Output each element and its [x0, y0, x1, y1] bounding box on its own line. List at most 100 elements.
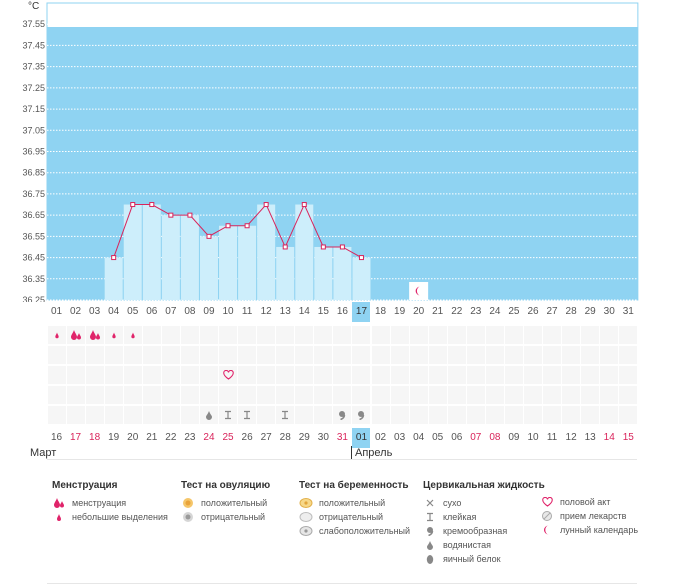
grid-cell[interactable]	[428, 406, 447, 424]
grid-cell[interactable]	[276, 326, 295, 344]
grid-cell[interactable]	[485, 386, 504, 404]
grid-cell[interactable]	[409, 366, 428, 384]
grid-cell[interactable]	[238, 386, 257, 404]
cycle-day-number[interactable]: 07	[165, 306, 177, 317]
grid-cell[interactable]	[428, 346, 447, 364]
grid-cell[interactable]	[199, 326, 218, 344]
grid-cell[interactable]	[619, 386, 638, 404]
grid-cell[interactable]	[543, 386, 562, 404]
grid-cell[interactable]	[371, 326, 390, 344]
grid-cell[interactable]	[619, 326, 638, 344]
grid-cell[interactable]	[161, 346, 180, 364]
cycle-day-number[interactable]: 12	[260, 306, 272, 317]
grid-cell[interactable]	[504, 326, 523, 344]
cycle-day-number[interactable]: 24	[489, 306, 501, 317]
grid-cell[interactable]	[180, 366, 199, 384]
grid-cell[interactable]	[238, 346, 257, 364]
grid-cell[interactable]	[485, 346, 504, 364]
grid-cell[interactable]	[352, 366, 371, 384]
grid-cell[interactable]	[104, 366, 123, 384]
grid-cell[interactable]	[562, 326, 581, 344]
grid-cell[interactable]	[390, 326, 409, 344]
grid-cell[interactable]	[161, 366, 180, 384]
grid-cell[interactable]	[524, 326, 542, 344]
cycle-day-number[interactable]: 09	[203, 306, 215, 317]
grid-cell[interactable]	[466, 346, 485, 364]
grid-cell[interactable]	[485, 326, 504, 344]
grid-cell[interactable]	[466, 406, 485, 424]
cycle-day-number[interactable]: 15	[317, 306, 329, 317]
cycle-day-number[interactable]: 17	[352, 302, 371, 322]
cycle-day-number[interactable]: 23	[470, 306, 482, 317]
grid-cell[interactable]	[199, 386, 218, 404]
grid-cell[interactable]	[47, 366, 66, 384]
grid-cell[interactable]	[276, 366, 295, 384]
grid-cell[interactable]	[314, 366, 333, 384]
grid-cell[interactable]	[543, 366, 562, 384]
grid-cell[interactable]	[123, 406, 142, 424]
grid-cell[interactable]	[180, 386, 199, 404]
grid-cell[interactable]	[47, 406, 66, 424]
calendar-date[interactable]: 02	[374, 432, 387, 443]
cycle-day-number[interactable]: 01	[50, 306, 63, 317]
grid-cell[interactable]	[428, 366, 447, 384]
grid-cell[interactable]	[409, 326, 428, 344]
grid-cell[interactable]	[47, 386, 66, 404]
grid-cell[interactable]	[466, 386, 485, 404]
cycle-day-number[interactable]: 13	[279, 306, 291, 317]
grid-cell[interactable]	[180, 406, 199, 424]
grid-cell[interactable]	[543, 326, 562, 344]
cycle-day-number[interactable]: 16	[336, 306, 348, 317]
grid-cell[interactable]	[85, 366, 104, 384]
calendar-date[interactable]: 28	[279, 432, 291, 443]
grid-cell[interactable]	[142, 366, 161, 384]
calendar-date[interactable]: 30	[317, 432, 329, 443]
calendar-date[interactable]: 11	[546, 432, 558, 443]
grid-cell[interactable]	[524, 406, 542, 424]
grid-cell[interactable]	[600, 326, 619, 344]
grid-cell[interactable]	[543, 346, 562, 364]
grid-cell[interactable]	[295, 386, 314, 404]
grid-cell[interactable]	[161, 326, 180, 344]
grid-cell[interactable]	[104, 346, 123, 364]
grid-cell[interactable]	[562, 366, 581, 384]
grid-cell[interactable]	[524, 366, 542, 384]
grid-cell[interactable]	[600, 366, 619, 384]
calendar-date[interactable]: 20	[127, 432, 139, 443]
grid-cell[interactable]	[142, 406, 161, 424]
grid-cell[interactable]	[409, 346, 428, 364]
grid-cell[interactable]	[104, 406, 123, 424]
cycle-day-number[interactable]: 11	[241, 306, 253, 317]
grid-cell[interactable]	[581, 406, 600, 424]
calendar-date[interactable]: 01	[352, 428, 371, 448]
calendar-date[interactable]: 09	[508, 432, 520, 443]
grid-cell[interactable]	[104, 386, 123, 404]
grid-cell[interactable]	[371, 406, 390, 424]
grid-cell[interactable]	[619, 406, 638, 424]
grid-cell[interactable]	[581, 326, 600, 344]
cycle-day-number[interactable]: 22	[451, 306, 463, 317]
grid-cell[interactable]	[66, 366, 85, 384]
grid-cell[interactable]	[562, 406, 581, 424]
grid-cell[interactable]	[352, 326, 371, 344]
grid-cell[interactable]	[257, 346, 276, 364]
cycle-day-number[interactable]: 28	[565, 306, 577, 317]
cycle-day-number[interactable]: 14	[298, 306, 310, 317]
cycle-day-number[interactable]: 05	[127, 306, 139, 317]
calendar-date[interactable]: 24	[203, 432, 215, 443]
grid-cell[interactable]	[314, 346, 333, 364]
grid-cell[interactable]	[562, 346, 581, 364]
grid-cell[interactable]	[314, 326, 333, 344]
grid-cell[interactable]	[485, 366, 504, 384]
cycle-day-number[interactable]: 20	[413, 306, 425, 317]
grid-cell[interactable]	[581, 366, 600, 384]
grid-cell[interactable]	[219, 346, 238, 364]
grid-cell[interactable]	[581, 346, 600, 364]
calendar-date[interactable]: 13	[584, 432, 596, 443]
calendar-date[interactable]: 12	[565, 432, 577, 443]
calendar-date[interactable]: 08	[489, 432, 501, 443]
grid-cell[interactable]	[409, 406, 428, 424]
calendar-date[interactable]: 19	[108, 432, 120, 443]
grid-cell[interactable]	[504, 366, 523, 384]
grid-cell[interactable]	[600, 406, 619, 424]
